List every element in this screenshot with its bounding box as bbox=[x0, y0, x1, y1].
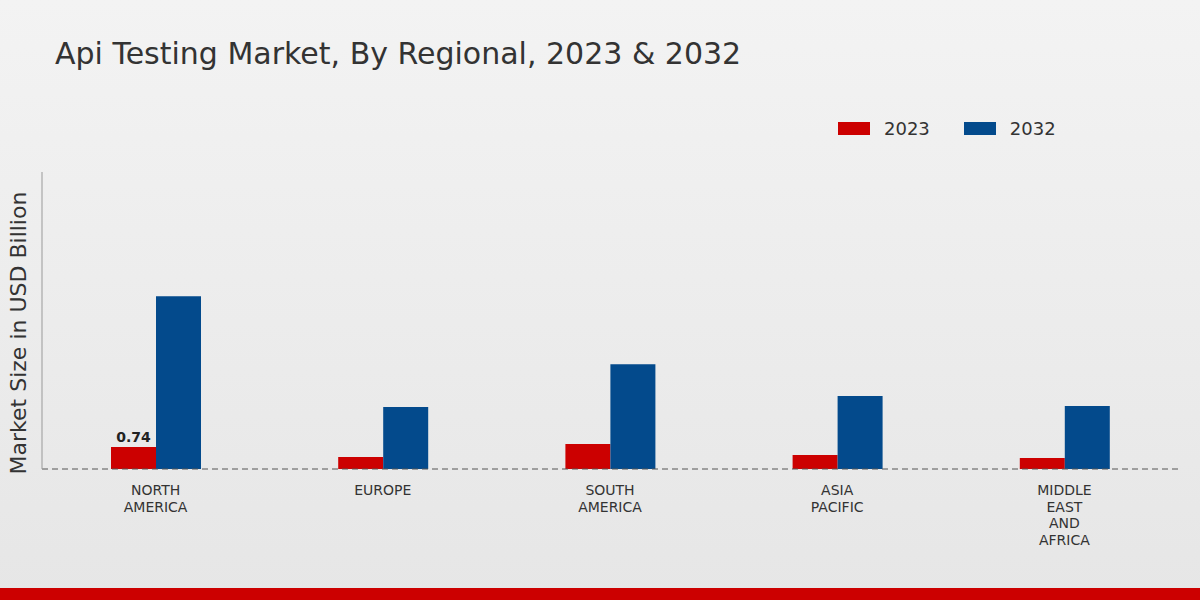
svg-text:0.74: 0.74 bbox=[116, 429, 151, 445]
html-text:Api Testing Market, By Regiona: Api Testing Market, By Regional, 2023 & … bbox=[55, 36, 742, 71]
svg-text:ASIAPACIFIC: ASIAPACIFIC bbox=[811, 482, 864, 515]
svg-text:NORTHAMERICA: NORTHAMERICA bbox=[124, 482, 188, 515]
svg-text:SOUTHAMERICA: SOUTHAMERICA bbox=[578, 482, 642, 515]
html-text:2023: 2023 bbox=[884, 118, 930, 139]
html-text:2032: 2032 bbox=[1009, 118, 1056, 139]
html-text:Market Size in USD Billion: Market Size in USD Billion bbox=[5, 191, 31, 475]
svg-text:EUROPE: EUROPE bbox=[354, 482, 411, 498]
svg-text:MIDDLEEASTANDAFRICA: MIDDLEEASTANDAFRICA bbox=[1037, 482, 1091, 548]
